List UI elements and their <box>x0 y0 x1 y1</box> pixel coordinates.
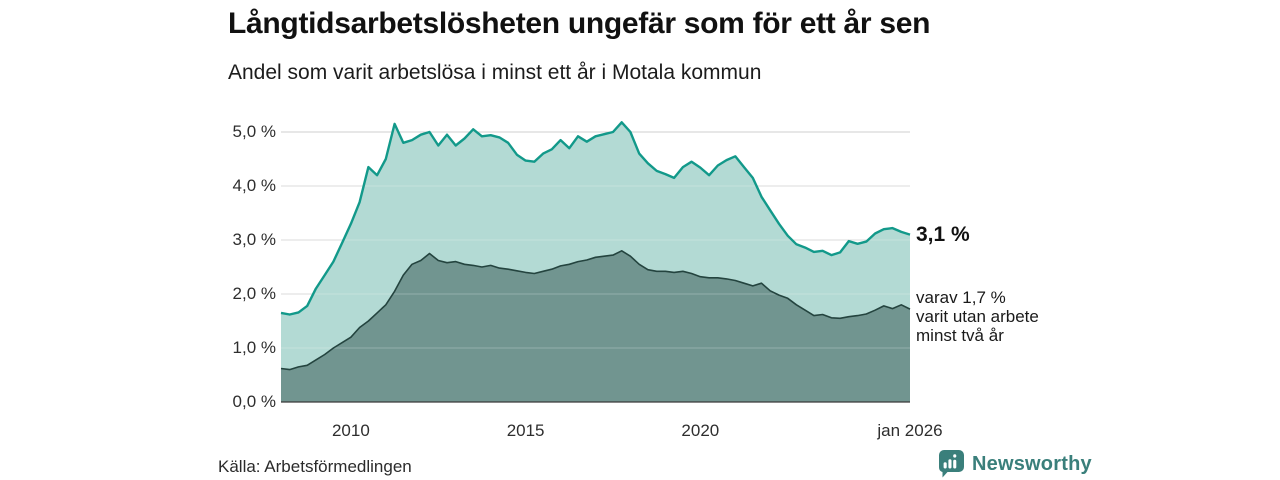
annotation-line-3: minst två år <box>916 326 1004 345</box>
end-value-label-total: 3,1 % <box>916 222 970 246</box>
bar-chart-bubble-icon <box>938 450 964 478</box>
x-tick-label: 2015 <box>506 421 545 440</box>
x-tick-label: 2020 <box>681 421 720 440</box>
line-two-years-unemployed <box>280 250 911 371</box>
newsworthy-logo: Newsworthy <box>937 449 1092 479</box>
y-tick-label: 0,0 % <box>232 392 276 411</box>
chart-subtitle: Andel som varit arbetslösa i minst ett å… <box>228 61 762 84</box>
annotation-line-2: varit utan arbete <box>916 307 1039 326</box>
area-total-unemployed <box>281 122 910 403</box>
y-tick-label: 4,0 % <box>232 176 276 195</box>
y-tick-label: 3,0 % <box>232 230 276 249</box>
annotation-line-1: varav 1,7 % <box>916 288 1006 307</box>
y-tick-label: 2,0 % <box>232 284 276 303</box>
source-attribution: Källa: Arbetsförmedlingen <box>218 457 412 476</box>
y-tick-label: 1,0 % <box>232 338 276 357</box>
page-title: Långtidsarbetslösheten ungefär som för e… <box>228 7 931 40</box>
x-tick-label: 2010 <box>331 421 370 440</box>
newsworthy-wordmark: Newsworthy <box>972 452 1092 475</box>
line-total-unemployed <box>280 121 911 316</box>
y-tick-label: 5,0 % <box>232 122 276 141</box>
end-value-label-two-years: varav 1,7 % varit utan arbete minst två … <box>916 288 1039 345</box>
area-two-years-unemployed <box>281 250 910 402</box>
x-tick-label: jan 2026 <box>877 421 943 440</box>
